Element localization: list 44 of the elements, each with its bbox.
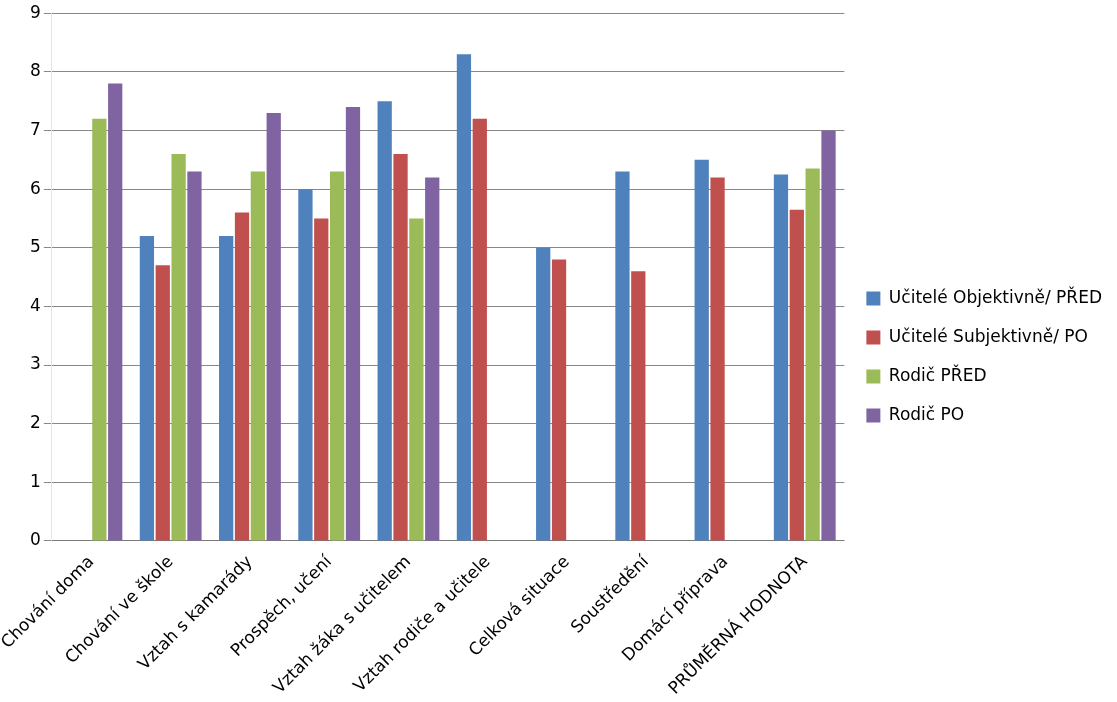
y-tick-label: 7	[29, 118, 41, 139]
bar	[187, 171, 202, 541]
bar	[92, 118, 107, 541]
y-tick-label: 0	[29, 529, 41, 550]
bar	[377, 101, 392, 541]
bar	[314, 218, 329, 541]
bar	[171, 153, 186, 541]
bar	[234, 212, 250, 541]
y-tick-label: 8	[29, 60, 41, 81]
bar	[425, 177, 440, 541]
bar	[472, 118, 487, 541]
legend-label: Rodič PO	[888, 403, 965, 424]
bar	[456, 54, 472, 541]
bar	[631, 271, 646, 541]
y-tick-label: 6	[29, 177, 41, 198]
legend-label: Učitelé Subjektivně/ PO	[888, 325, 1088, 346]
y-tick-label: 9	[29, 1, 41, 22]
y-tick-label: 4	[29, 294, 41, 315]
bar	[108, 83, 123, 541]
legend-label: Rodič PŘED	[888, 363, 987, 385]
y-tick-label: 3	[29, 353, 41, 374]
bar	[710, 177, 725, 541]
bar	[345, 107, 361, 541]
bar	[250, 171, 265, 541]
bar	[536, 247, 551, 541]
y-tick-label: 2	[29, 412, 41, 433]
bar	[789, 209, 804, 541]
bar	[266, 112, 281, 541]
y-tick-label: 5	[29, 236, 41, 257]
bar	[409, 218, 424, 541]
legend-label: Učitelé Objektivně/ PŘED	[888, 285, 1103, 307]
bar	[298, 189, 313, 541]
bar	[139, 236, 155, 541]
bar	[821, 130, 836, 541]
y-tick-label: 1	[29, 470, 41, 491]
bar	[219, 236, 234, 541]
bar	[329, 171, 345, 541]
bar	[155, 265, 170, 541]
bar	[805, 168, 820, 541]
bar	[393, 153, 408, 541]
bar	[694, 159, 709, 541]
bar	[773, 174, 789, 541]
bar	[615, 171, 630, 541]
bar	[551, 259, 567, 541]
